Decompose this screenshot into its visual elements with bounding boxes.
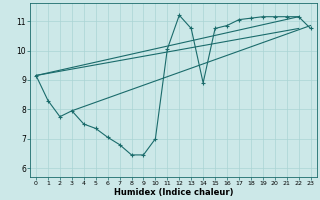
X-axis label: Humidex (Indice chaleur): Humidex (Indice chaleur) [114,188,233,197]
